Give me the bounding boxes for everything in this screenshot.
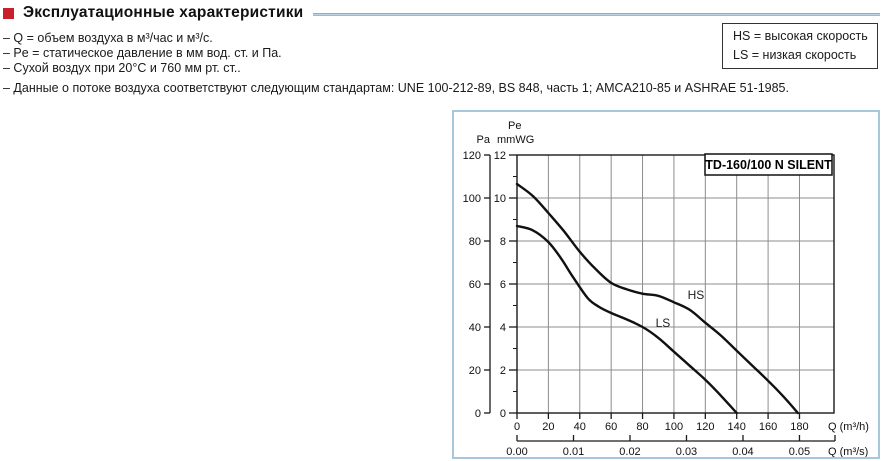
svg-text:mmWG: mmWG bbox=[497, 134, 534, 146]
svg-text:20: 20 bbox=[469, 365, 481, 377]
svg-text:80: 80 bbox=[469, 236, 481, 248]
svg-text:0: 0 bbox=[500, 408, 506, 420]
header-rule bbox=[313, 12, 880, 16]
section-header: Эксплуатационные характеристики bbox=[3, 4, 880, 22]
svg-text:0.04: 0.04 bbox=[732, 446, 753, 457]
svg-text:0.02: 0.02 bbox=[619, 446, 640, 457]
svg-text:10: 10 bbox=[494, 193, 506, 205]
spec-line-q: – Q = объем воздуха в м³/час и м³/с. bbox=[3, 31, 213, 45]
fan-performance-chart: 0 20 40 60 80 100 120 0 2 4 6 8 10 12 Pe Pa mmWG 0 20 40 60 8… bbox=[463, 120, 869, 457]
section-bullet-icon bbox=[3, 8, 14, 19]
legend-line-ls: LS = низкая скорость bbox=[733, 48, 857, 62]
svg-text:TD-160/100 N SILENT: TD-160/100 N SILENT bbox=[705, 158, 832, 172]
svg-text:2: 2 bbox=[500, 365, 506, 377]
legend-line-hs: HS = высокая скорость bbox=[733, 29, 868, 43]
speed-legend-box: HS = высокая скорость LS = низкая скорос… bbox=[722, 23, 878, 69]
svg-text:20: 20 bbox=[542, 421, 554, 433]
svg-text:Q (m³/h): Q (m³/h) bbox=[828, 421, 869, 433]
svg-text:Pa: Pa bbox=[477, 134, 491, 146]
svg-text:100: 100 bbox=[463, 193, 481, 205]
svg-text:0: 0 bbox=[514, 421, 520, 433]
svg-text:120: 120 bbox=[696, 421, 714, 433]
svg-text:12: 12 bbox=[494, 150, 506, 162]
spec-list: – Q = объем воздуха в м³/час и м³/с. – P… bbox=[3, 31, 789, 96]
svg-text:80: 80 bbox=[636, 421, 648, 433]
svg-text:100: 100 bbox=[665, 421, 683, 433]
svg-text:60: 60 bbox=[469, 279, 481, 291]
svg-text:6: 6 bbox=[500, 279, 506, 291]
svg-text:180: 180 bbox=[790, 421, 808, 433]
svg-text:0.01: 0.01 bbox=[563, 446, 584, 457]
svg-text:0.00: 0.00 bbox=[506, 446, 527, 457]
svg-text:0: 0 bbox=[475, 408, 481, 420]
svg-text:140: 140 bbox=[728, 421, 746, 433]
svg-text:8: 8 bbox=[500, 236, 506, 248]
chart-panel: 0 20 40 60 80 100 120 0 2 4 6 8 10 12 Pe Pa mmWG 0 20 40 60 8… bbox=[452, 110, 880, 459]
svg-text:40: 40 bbox=[574, 421, 586, 433]
svg-text:HS: HS bbox=[688, 288, 705, 302]
svg-text:4: 4 bbox=[500, 322, 506, 334]
svg-text:Pe: Pe bbox=[508, 120, 521, 132]
section-title: Эксплуатационные характеристики bbox=[23, 4, 304, 21]
svg-text:0.03: 0.03 bbox=[676, 446, 697, 457]
svg-text:120: 120 bbox=[463, 150, 481, 162]
svg-text:0.05: 0.05 bbox=[789, 446, 810, 457]
svg-text:40: 40 bbox=[469, 322, 481, 334]
svg-text:160: 160 bbox=[759, 421, 777, 433]
spec-line-standards: – Данные о потоке воздуха соответствуют … bbox=[3, 81, 789, 95]
svg-text:LS: LS bbox=[656, 316, 671, 330]
svg-text:60: 60 bbox=[605, 421, 617, 433]
svg-text:Q (m³/s): Q (m³/s) bbox=[828, 446, 868, 457]
spec-line-air: – Сухой воздух при 20°C и 760 мм рт. ст.… bbox=[3, 61, 241, 75]
spec-line-pe: – Pe = статическое давление в мм вод. ст… bbox=[3, 46, 282, 60]
